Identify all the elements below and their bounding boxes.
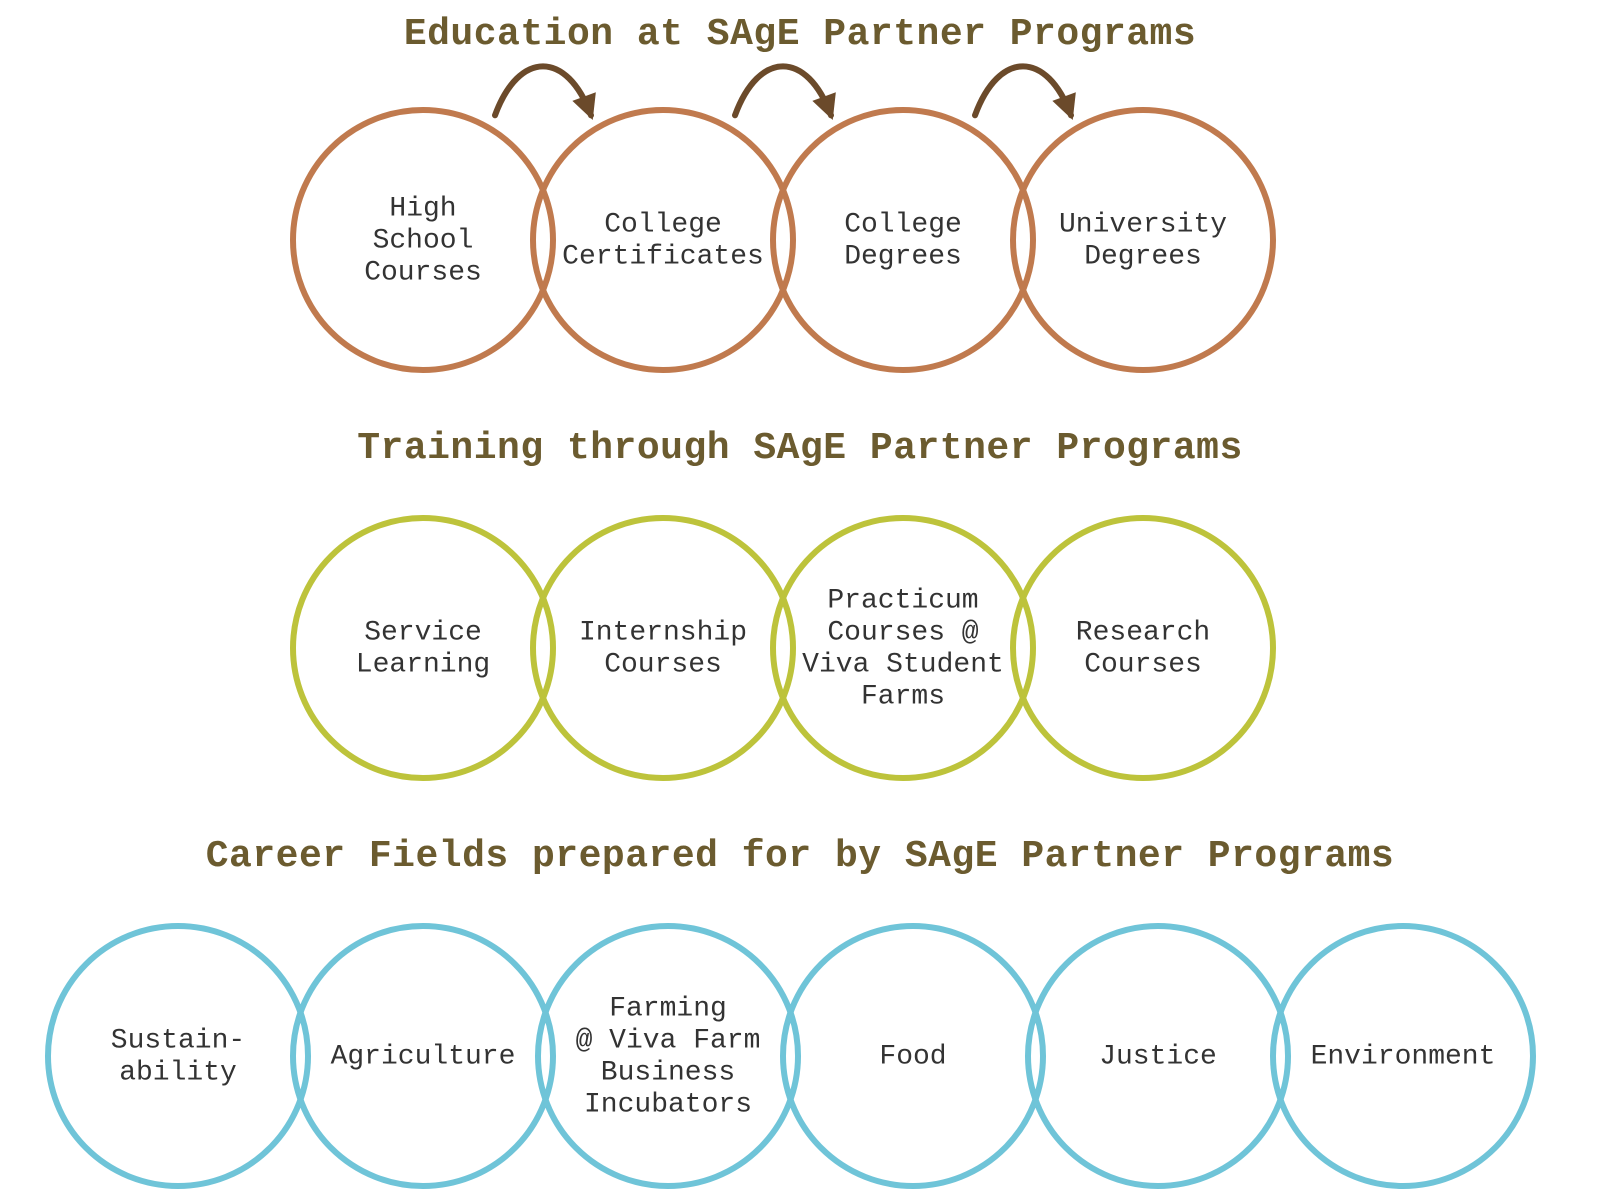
svg-text:University: University — [1059, 209, 1227, 240]
svg-text:Justice: Justice — [1099, 1041, 1217, 1072]
svg-text:Farms: Farms — [861, 681, 945, 712]
circle-label-education-3: UniversityDegrees — [1059, 209, 1227, 272]
circle-label-education-2: CollegeDegrees — [844, 209, 962, 272]
svg-text:Agriculture: Agriculture — [331, 1041, 516, 1072]
progress-arrow-education-2 — [975, 66, 1071, 115]
svg-text:College: College — [604, 209, 722, 240]
svg-text:Research: Research — [1076, 617, 1210, 648]
circle-label-training-0: ServiceLearning — [356, 617, 490, 680]
svg-text:Learning: Learning — [356, 649, 490, 680]
heading-careers: Career Fields prepared for by SAgE Partn… — [206, 835, 1395, 878]
svg-text:Courses @: Courses @ — [827, 617, 978, 648]
circle-label-careers-1: Agriculture — [331, 1041, 516, 1072]
svg-text:Courses: Courses — [364, 257, 482, 288]
svg-text:Food: Food — [879, 1041, 946, 1072]
circle-label-training-1: InternshipCourses — [579, 617, 747, 680]
progress-arrow-education-0 — [495, 66, 591, 115]
svg-text:Degrees: Degrees — [844, 241, 962, 272]
svg-text:Internship: Internship — [579, 617, 747, 648]
heading-training: Training through SAgE Partner Programs — [357, 427, 1243, 470]
svg-text:Business: Business — [601, 1057, 735, 1088]
svg-text:@ Viva Farm: @ Viva Farm — [576, 1025, 761, 1056]
circle-label-training-3: ResearchCourses — [1076, 617, 1210, 680]
sage-programs-diagram: Education at SAgE Partner Programs HighSc… — [0, 0, 1600, 1189]
svg-text:College: College — [844, 209, 962, 240]
svg-text:Environment: Environment — [1311, 1041, 1496, 1072]
svg-text:Farming: Farming — [609, 993, 727, 1024]
progress-arrow-education-1 — [735, 66, 831, 115]
circle-label-careers-4: Justice — [1099, 1041, 1217, 1072]
row-education: Education at SAgE Partner Programs HighSc… — [293, 13, 1273, 370]
svg-text:ability: ability — [119, 1057, 237, 1088]
svg-text:Incubators: Incubators — [584, 1089, 752, 1120]
svg-text:Courses: Courses — [604, 649, 722, 680]
svg-text:Certificates: Certificates — [562, 241, 764, 272]
svg-text:School: School — [373, 225, 474, 256]
svg-text:Sustain-: Sustain- — [111, 1025, 245, 1056]
circle-label-careers-0: Sustain-ability — [111, 1025, 245, 1088]
svg-text:Service: Service — [364, 617, 482, 648]
svg-text:Degrees: Degrees — [1084, 241, 1202, 272]
circle-label-careers-5: Environment — [1311, 1041, 1496, 1072]
svg-text:Practicum: Practicum — [827, 585, 978, 616]
row-careers: Career Fields prepared for by SAgE Partn… — [48, 835, 1533, 1186]
row-training: Training through SAgE Partner Programs Se… — [293, 427, 1273, 778]
heading-education: Education at SAgE Partner Programs — [404, 13, 1196, 56]
svg-text:Courses: Courses — [1084, 649, 1202, 680]
circle-label-careers-3: Food — [879, 1041, 946, 1072]
svg-text:Viva Student: Viva Student — [802, 649, 1004, 680]
svg-text:High: High — [389, 193, 456, 224]
